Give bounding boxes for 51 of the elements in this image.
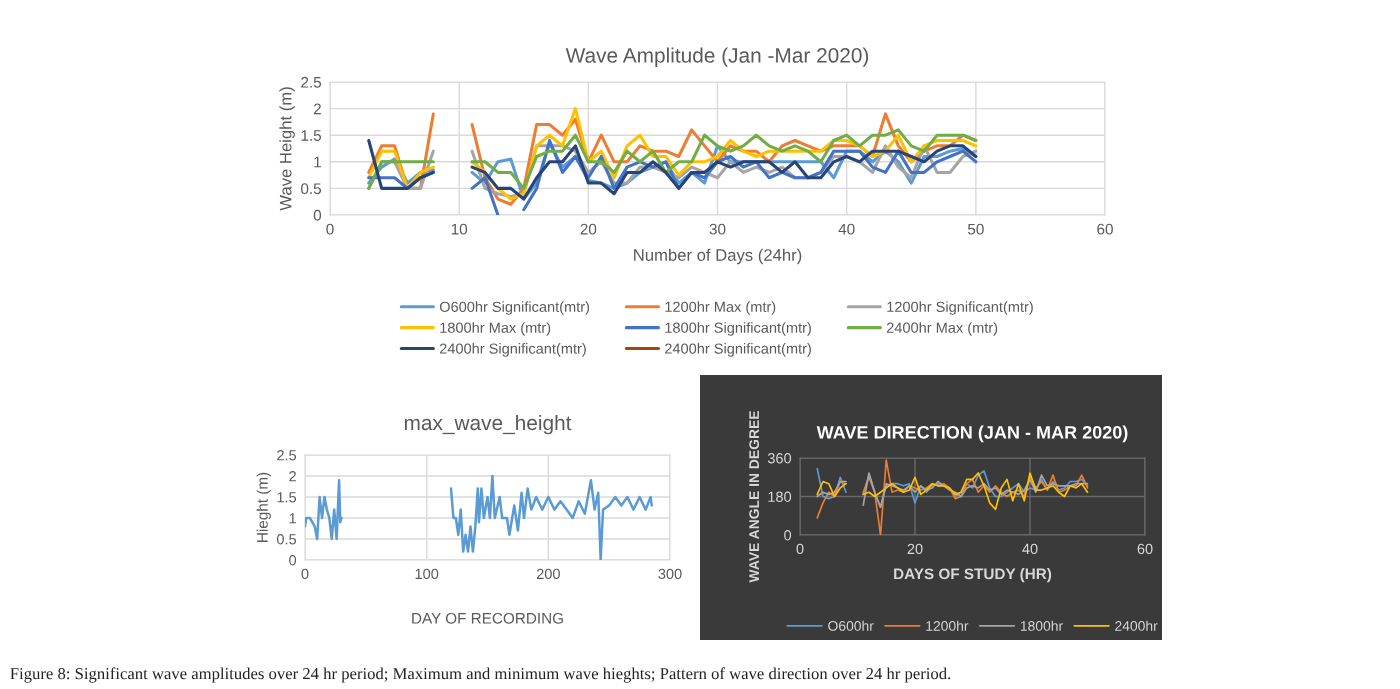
x-tick-label: 0	[796, 543, 804, 555]
legend-label: 1800hr	[1020, 620, 1063, 631]
y-axis-title: Hieght (m)	[256, 472, 271, 542]
x-axis-title: DAYS OF STUDY (HR)	[894, 568, 1052, 583]
y-tick-label: 1	[314, 156, 321, 168]
legend-label: 2400hr Significant(mtr)	[665, 343, 811, 357]
y-tick-label: 1.5	[277, 492, 297, 503]
y-tick-label: 2	[313, 103, 321, 115]
x-axis-title: DAY OF RECORDING	[412, 612, 563, 624]
y-tick-label: 360	[767, 453, 792, 464]
y-axis-title: WAVE ANGLE IN DEGREE	[749, 411, 760, 583]
y-tick-label: 2.5	[277, 450, 297, 461]
x-tick-label: 100	[415, 568, 439, 580]
y-axis-title: Wave Height (m)	[279, 87, 295, 211]
x-tick-label: 20	[907, 543, 923, 555]
legend-label: O600hr	[828, 620, 874, 631]
legend-label: 2400hr Max (mtr)	[886, 322, 998, 336]
x-tick-label: 300	[658, 568, 682, 580]
x-tick-label: 40	[1022, 543, 1038, 555]
legend-label: 1800hr Significant(mtr)	[665, 322, 811, 336]
x-tick-label: 50	[967, 223, 984, 235]
legend-label: 2400hr	[1115, 620, 1158, 631]
x-tick-label: 0	[326, 223, 334, 235]
x-tick-label: 60	[1137, 543, 1153, 555]
chart-title: max_wave_height	[404, 414, 572, 435]
y-tick-label: 180	[768, 491, 792, 502]
x-axis-title: Number of Days (24hr)	[634, 248, 802, 265]
y-tick-label: 0.5	[276, 534, 297, 545]
x-tick-label: 200	[536, 568, 560, 580]
x-tick-label: 10	[451, 223, 468, 235]
y-tick-label: 0	[784, 530, 792, 541]
legend-label: O600hr Significant(mtr)	[439, 301, 590, 315]
legend-label: 1800hr Max (mtr)	[440, 322, 551, 336]
legend-label: 2400hr Significant(mtr)	[439, 343, 586, 357]
legend-label: 1200hr Significant(mtr)	[887, 301, 1033, 315]
x-tick-label: 30	[709, 223, 726, 235]
y-tick-label: 1	[289, 513, 296, 524]
y-tick-label: 0.5	[301, 183, 322, 195]
y-tick-label: 0	[289, 555, 297, 566]
legend-label: 1200hr	[926, 620, 969, 631]
chart-title: WAVE DIRECTION (JAN - MAR 2020)	[816, 425, 1128, 443]
x-tick-label: 60	[1097, 223, 1113, 235]
y-tick-label: 0	[313, 209, 322, 221]
y-tick-label: 2	[289, 471, 296, 482]
caption: Figure 8: Significant wave amplitudes over 24 hr period; Maximum and minimum wave hieghts; Pattern of wave direction over 24 hr period.	[10, 667, 951, 683]
x-tick-label: 20	[580, 223, 597, 235]
chart-title: Wave Amplitude (Jan -Mar 2020)	[565, 47, 869, 67]
y-tick-label: 2.5	[301, 76, 322, 88]
legend-label: 1200hr Max (mtr)	[665, 301, 776, 315]
x-tick-label: 40	[838, 223, 855, 235]
y-tick-label: 1.5	[301, 130, 322, 141]
